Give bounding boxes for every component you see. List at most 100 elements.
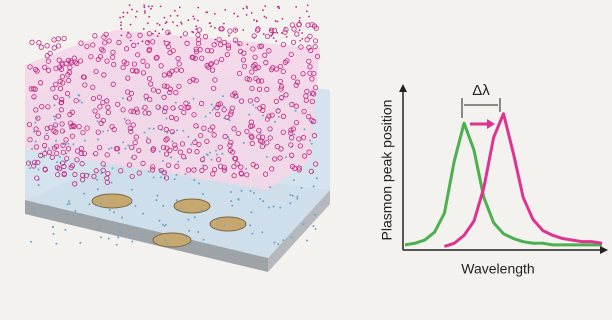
- water-molecule: [29, 167, 31, 169]
- water-molecule: [124, 118, 126, 120]
- water-molecule: [178, 208, 180, 210]
- water-molecule: [316, 177, 318, 179]
- water-molecule: [190, 242, 192, 244]
- water-molecule: [109, 209, 111, 211]
- water-molecule: [237, 198, 239, 200]
- water-molecule: [121, 217, 123, 219]
- water-molecule: [252, 104, 254, 106]
- solvent-dot: [120, 22, 122, 24]
- solvent-dot: [155, 30, 157, 32]
- solvent-dot: [163, 17, 165, 19]
- solvent-dot: [299, 17, 301, 19]
- solvent-dot: [168, 32, 170, 34]
- water-molecule: [170, 156, 172, 158]
- water-molecule: [224, 224, 226, 226]
- water-molecule: [67, 203, 69, 205]
- water-molecule: [253, 192, 255, 194]
- water-molecule: [97, 219, 99, 221]
- solvent-dot: [299, 29, 301, 31]
- water-molecule: [52, 226, 54, 228]
- water-molecule: [293, 134, 295, 136]
- solvent-dot: [242, 8, 244, 10]
- water-molecule: [211, 103, 213, 105]
- water-molecule: [97, 120, 99, 122]
- solvent-dot: [172, 21, 174, 23]
- solvent-dot: [281, 32, 283, 34]
- solvent-dot: [262, 9, 264, 11]
- solvent-dot: [214, 39, 216, 41]
- water-molecule: [188, 230, 190, 232]
- solvent-dot: [299, 40, 301, 42]
- water-molecule: [148, 127, 150, 129]
- solvent-dot: [191, 31, 193, 33]
- water-molecule: [52, 233, 54, 235]
- water-molecule: [55, 243, 57, 245]
- water-molecule: [84, 140, 86, 142]
- water-molecule: [291, 236, 293, 238]
- water-molecule: [274, 121, 276, 123]
- water-molecule: [228, 138, 230, 140]
- solvent-dot: [275, 20, 277, 22]
- water-molecule: [177, 161, 179, 163]
- solvent-dot: [214, 13, 216, 15]
- solvent-dot: [205, 11, 207, 13]
- water-molecule: [293, 179, 295, 181]
- water-molecule: [157, 195, 159, 197]
- water-molecule: [131, 241, 133, 243]
- water-molecule: [121, 232, 123, 234]
- solvent-dot: [251, 12, 253, 14]
- water-molecule: [68, 96, 70, 98]
- solvent-dot: [223, 23, 225, 25]
- water-molecule: [289, 202, 291, 204]
- solvent-dot: [127, 31, 129, 33]
- solvent-dot: [301, 32, 303, 34]
- water-molecule: [198, 183, 200, 185]
- solvent-dot: [228, 35, 230, 37]
- solvent-dot: [170, 15, 172, 17]
- solvent-dot: [264, 16, 266, 18]
- water-molecule: [53, 104, 55, 106]
- water-molecule: [108, 148, 110, 150]
- water-molecule: [148, 170, 150, 172]
- water-molecule: [210, 159, 212, 161]
- water-molecule: [34, 121, 36, 123]
- solvent-dot: [165, 22, 167, 24]
- solvent-dot: [120, 34, 122, 36]
- water-molecule: [203, 239, 205, 241]
- water-molecule: [201, 210, 203, 212]
- solvent-dot: [147, 41, 149, 43]
- solvent-dot: [120, 24, 122, 26]
- water-molecule: [72, 143, 74, 145]
- solvent-dot: [197, 7, 199, 9]
- water-molecule: [144, 99, 146, 101]
- solvent-dot: [237, 15, 239, 17]
- water-molecule: [222, 95, 224, 97]
- water-molecule: [194, 216, 196, 218]
- water-molecule: [54, 118, 56, 120]
- water-molecule: [216, 218, 218, 220]
- water-molecule: [313, 185, 315, 187]
- solvent-dot: [150, 8, 152, 10]
- page: Plasmon peak position Wavelength Δλ (() …: [0, 0, 612, 320]
- water-molecule: [187, 136, 189, 138]
- water-molecule: [249, 190, 251, 192]
- water-molecule: [212, 109, 214, 111]
- water-molecule: [119, 230, 121, 232]
- solvent-dot: [308, 16, 310, 18]
- solvent-dot: [180, 22, 182, 24]
- nanoparticle: [210, 217, 246, 231]
- water-molecule: [99, 227, 101, 229]
- solvent-dot: [136, 11, 138, 13]
- water-molecule: [158, 220, 160, 222]
- water-molecule: [282, 239, 284, 241]
- solvent-dot: [246, 14, 248, 16]
- solvent-dot: [122, 16, 124, 18]
- water-molecule: [159, 151, 161, 153]
- solvent-dot: [158, 32, 160, 34]
- water-molecule: [245, 168, 247, 170]
- solvent-dot: [119, 17, 121, 19]
- water-molecule: [229, 119, 231, 121]
- water-molecule: [175, 102, 177, 104]
- water-molecule: [97, 138, 99, 140]
- water-molecule: [153, 177, 155, 179]
